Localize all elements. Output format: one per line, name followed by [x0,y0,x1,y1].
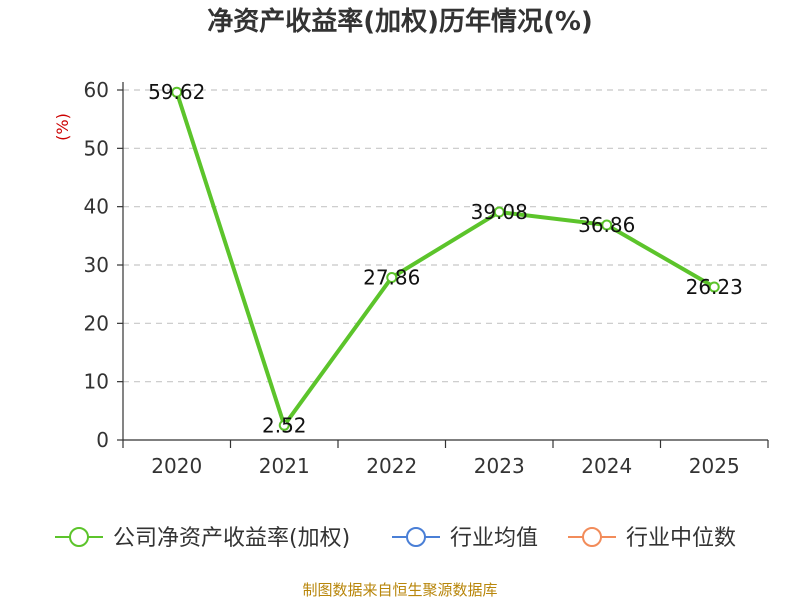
series-line[interactable] [174,90,717,428]
data-labels: 59.62 2.52 27.86 39.08 36.86 26.23 [148,80,743,437]
x-tick-label: 2022 [366,454,417,478]
y-tick-label: 50 [84,136,109,160]
y-tick-label: 10 [84,370,109,394]
series-layer [171,86,720,431]
data-point[interactable] [278,419,290,431]
y-tick-label: 30 [84,253,109,277]
x-tick-label: 2021 [259,454,310,478]
x-tick-label: 2020 [151,454,202,478]
legend-marker-icon [582,527,602,547]
legend-item[interactable]: 行业均值 [392,526,538,551]
x-tick-label: 2024 [581,454,632,478]
source-note: 制图数据来自恒生聚源数据库 [302,581,497,599]
y-axis-label: (%) [53,113,72,141]
legend-marker-icon [406,527,426,547]
data-label: 39.08 [471,200,528,224]
legend-item[interactable]: 公司净资产收益率(加权) [55,526,350,551]
legend-label: 行业中位数 [626,526,736,551]
legend-marker-icon [69,527,89,547]
data-point[interactable] [601,219,613,231]
y-tick-label: 20 [84,311,109,335]
data-label: 59.62 [148,80,205,104]
y-axis-ticks: 0 10 20 30 40 50 60 [84,78,124,452]
legend[interactable]: 公司净资产收益率(加权) 行业均值 行业中位数 [55,526,736,551]
x-axis: 2020 2021 2022 2023 2024 2025 [122,439,769,478]
x-tick-label: 2023 [474,454,525,478]
data-point[interactable] [171,86,183,98]
y-tick-label: 60 [84,78,109,102]
data-point[interactable] [708,281,720,293]
data-label: 26.23 [686,275,743,299]
data-label: 36.86 [578,213,635,237]
legend-label: 行业均值 [450,526,538,551]
data-label: 2.52 [262,413,307,437]
data-label: 27.86 [363,265,420,289]
y-tick-label: 0 [96,428,109,452]
chart-title: 净资产收益率(加权)历年情况(%) [207,6,593,37]
y-tick-label: 40 [84,195,109,219]
data-point[interactable] [493,206,505,218]
legend-item[interactable]: 行业中位数 [568,526,736,551]
data-point[interactable] [386,271,398,283]
grid-lines [123,89,768,383]
x-tick-label: 2025 [689,454,740,478]
legend-label: 公司净资产收益率(加权) [113,526,350,551]
